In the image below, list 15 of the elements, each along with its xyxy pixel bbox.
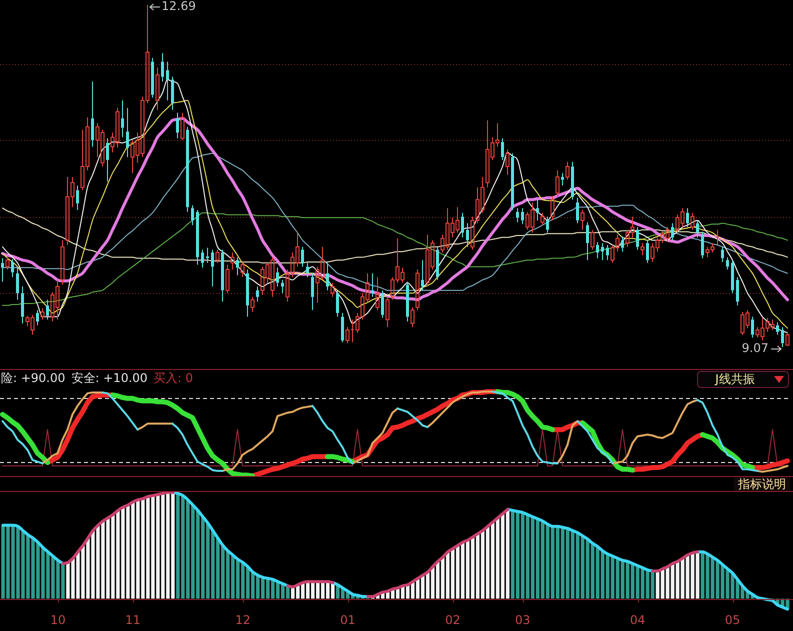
x-tick-label: 03 — [515, 612, 530, 627]
text: 安全: +10.00 — [71, 371, 148, 386]
x-tick-label: 10 — [50, 612, 66, 627]
annotation: 9.07 — [742, 341, 768, 356]
annotation: 12.69 — [162, 0, 196, 14]
x-tick-label: 01 — [340, 612, 356, 627]
x-tick-label: 02 — [445, 612, 460, 627]
dropdown: J线共振 — [697, 371, 789, 388]
x-tick-label: 11 — [125, 612, 141, 627]
x-tick-label: 12 — [235, 612, 250, 627]
button: 指标说明 — [734, 477, 790, 491]
text: 买入: 0 — [154, 371, 194, 386]
x-tick-label: 04 — [630, 612, 646, 627]
text: 险: +90.00 — [1, 371, 66, 386]
x-tick-label: 05 — [724, 612, 740, 627]
